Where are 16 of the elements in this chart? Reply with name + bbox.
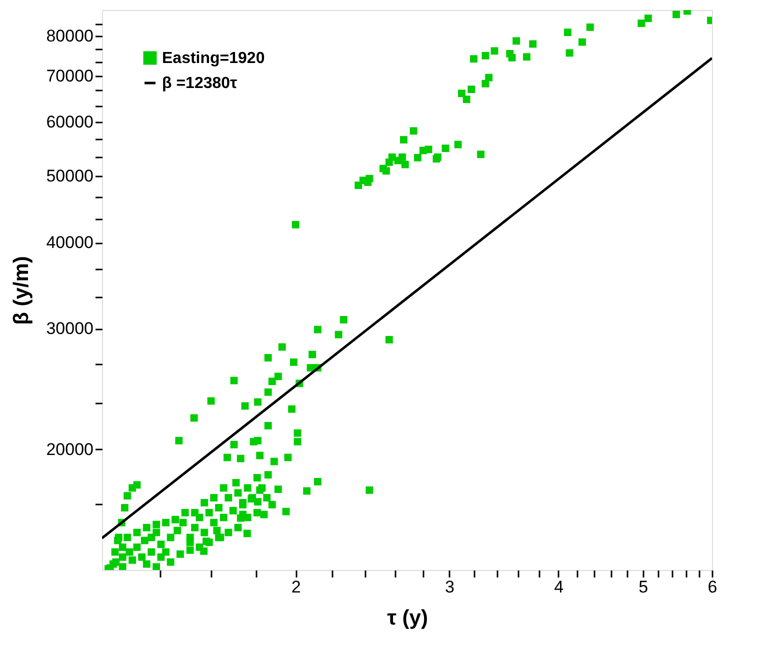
x-tick-label: 2 xyxy=(291,578,301,596)
y-tick-label: 20000 xyxy=(46,440,94,459)
x-tick-label: 6 xyxy=(708,578,718,596)
legend-label: Easting=1920 xyxy=(162,50,265,67)
y-tick-label: 60000 xyxy=(46,112,94,132)
y-axis-title: β (y/m) xyxy=(10,256,34,325)
x-tick-label: 4 xyxy=(554,578,564,596)
y-tick-label: 80000 xyxy=(46,26,94,46)
y-tick-label: 30000 xyxy=(46,319,94,338)
x-tick-label: 5 xyxy=(638,578,648,596)
legend-label: β =12380τ xyxy=(162,75,238,92)
x-tick-label: 3 xyxy=(445,578,455,596)
y-tick-label: 50000 xyxy=(46,166,94,186)
x-axis-title: τ (y) xyxy=(387,606,428,630)
y-tick-label: 70000 xyxy=(46,66,94,86)
y-tick-label: 40000 xyxy=(46,233,94,252)
